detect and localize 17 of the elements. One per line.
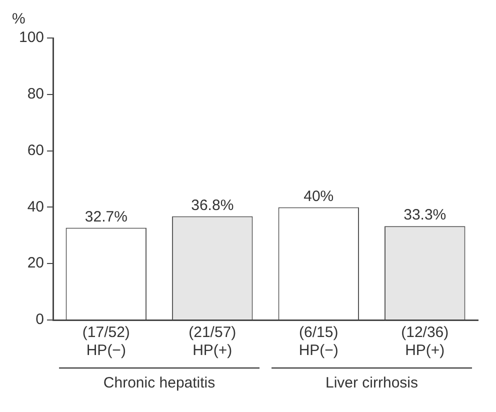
- data-label: 33.3%: [404, 206, 446, 224]
- x-tick-label: (6/15) HP(−): [298, 324, 338, 360]
- text: Chronic hepatitis: [103, 374, 216, 392]
- x-tick-label: (12/36) HP(+): [401, 324, 449, 360]
- y-axis-title: %: [12, 10, 26, 28]
- x-tick-label: (21/57) HP(+): [188, 324, 236, 360]
- y-tick-label: 0: [36, 311, 44, 328]
- text: Liver cirrhosis: [325, 374, 418, 392]
- data-label: 32.7%: [84, 208, 128, 226]
- y-tick-label: 60: [27, 142, 44, 159]
- y-tick-label: 80: [27, 86, 44, 103]
- data-label: 40%: [304, 188, 334, 205]
- data-label: 36.8%: [191, 196, 234, 214]
- y-tick-label: 20: [27, 254, 44, 272]
- y-tick-label: 40: [27, 198, 44, 216]
- x-tick-label: (17/52) HP(−): [82, 324, 130, 360]
- y-tick-label: 100: [18, 29, 44, 46]
